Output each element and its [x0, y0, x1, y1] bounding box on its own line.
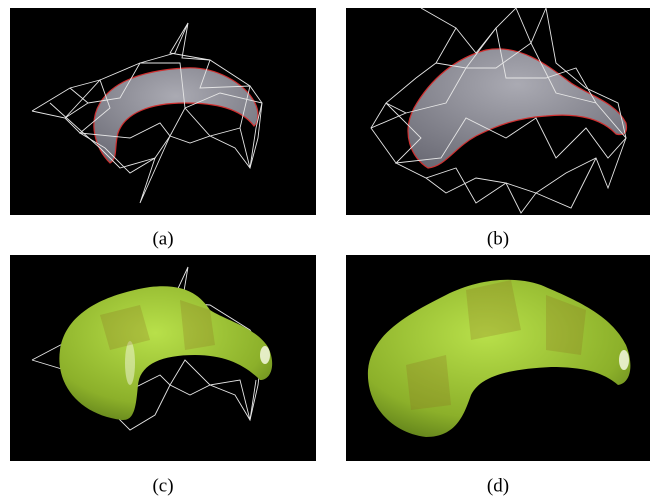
panel-b	[346, 6, 650, 215]
panel-d	[346, 255, 650, 461]
panel-c	[10, 255, 316, 461]
caption: (d)	[487, 475, 509, 496]
caption: (b)	[487, 228, 509, 249]
caption: (c)	[152, 475, 173, 496]
caption: (a)	[152, 228, 173, 249]
panel-a	[10, 8, 316, 215]
